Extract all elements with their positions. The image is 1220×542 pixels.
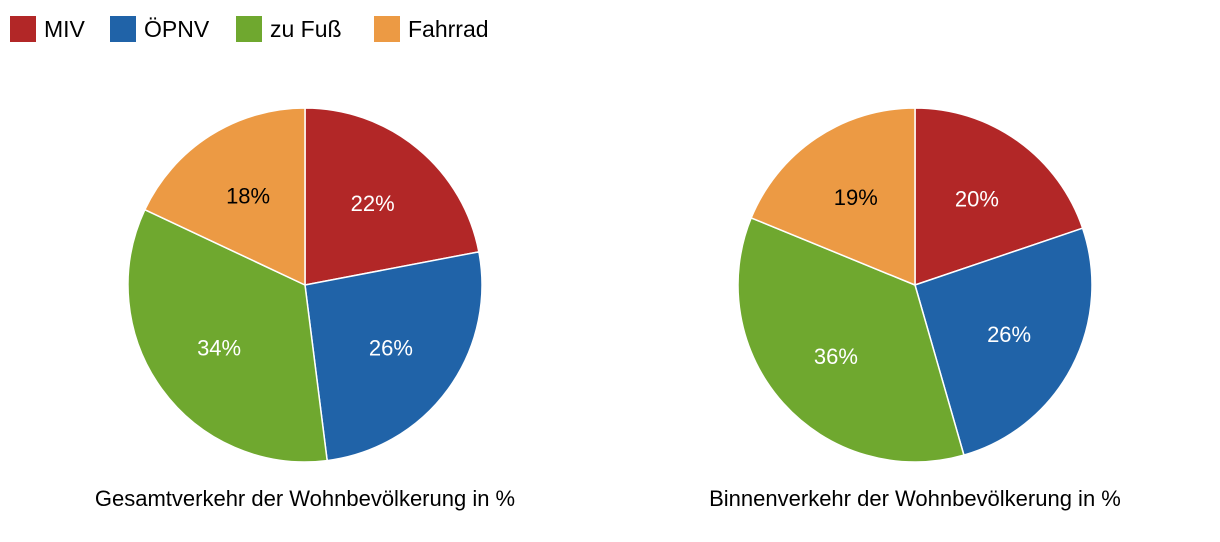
legend-swatch-zu-fuss bbox=[236, 16, 262, 42]
pie-label-gesamtverkehr-miv: 22% bbox=[351, 191, 395, 216]
pie-slice-gesamtverkehr-fahrrad bbox=[144, 107, 306, 286]
chart-title-binnenverkehr: Binnenverkehr der Wohnbevölkerung in % bbox=[709, 486, 1121, 511]
pie-label-binnenverkehr-miv: 20% bbox=[955, 187, 999, 212]
legend-item-miv: MIV bbox=[10, 16, 86, 42]
pie-slice-gesamtverkehr-oepnv bbox=[304, 251, 483, 462]
legend-label-zu-fuss: zu Fuß bbox=[270, 16, 342, 42]
pie-slice-binnenverkehr-fahrrad bbox=[750, 107, 916, 286]
legend-label-miv: MIV bbox=[44, 16, 86, 42]
legend-item-oepnv: ÖPNV bbox=[110, 16, 210, 42]
pie-slice-binnenverkehr-oepnv bbox=[914, 227, 1093, 456]
legend: MIV ÖPNV zu Fuß Fahrrad bbox=[10, 16, 489, 42]
pie-label-gesamtverkehr-zu-fuss: 34% bbox=[197, 335, 241, 360]
pie-label-binnenverkehr-oepnv: 26% bbox=[987, 322, 1031, 347]
legend-swatch-miv bbox=[10, 16, 36, 42]
legend-swatch-fahrrad bbox=[374, 16, 400, 42]
pie-label-gesamtverkehr-fahrrad: 18% bbox=[226, 183, 270, 208]
pie-label-gesamtverkehr-oepnv: 26% bbox=[369, 335, 413, 360]
pie-slice-gesamtverkehr-miv bbox=[304, 107, 480, 286]
legend-item-fahrrad: Fahrrad bbox=[374, 16, 489, 42]
legend-swatch-oepnv bbox=[110, 16, 136, 42]
pie-chart-binnenverkehr: 20% 26% 36% 19% bbox=[737, 107, 1093, 463]
legend-item-zu-fuss: zu Fuß bbox=[236, 16, 342, 42]
pie-label-binnenverkehr-fahrrad: 19% bbox=[834, 185, 878, 210]
pie-slice-binnenverkehr-miv bbox=[914, 107, 1084, 286]
legend-label-oepnv: ÖPNV bbox=[144, 16, 210, 42]
pie-label-binnenverkehr-zu-fuss: 36% bbox=[814, 344, 858, 369]
pie-slice-binnenverkehr-zu-fuss bbox=[737, 217, 965, 463]
chart-title-gesamtverkehr: Gesamtverkehr der Wohnbevölkerung in % bbox=[95, 486, 515, 511]
legend-label-fahrrad: Fahrrad bbox=[408, 16, 489, 42]
pie-chart-gesamtverkehr: 22% 26% 34% 18% bbox=[127, 107, 483, 463]
